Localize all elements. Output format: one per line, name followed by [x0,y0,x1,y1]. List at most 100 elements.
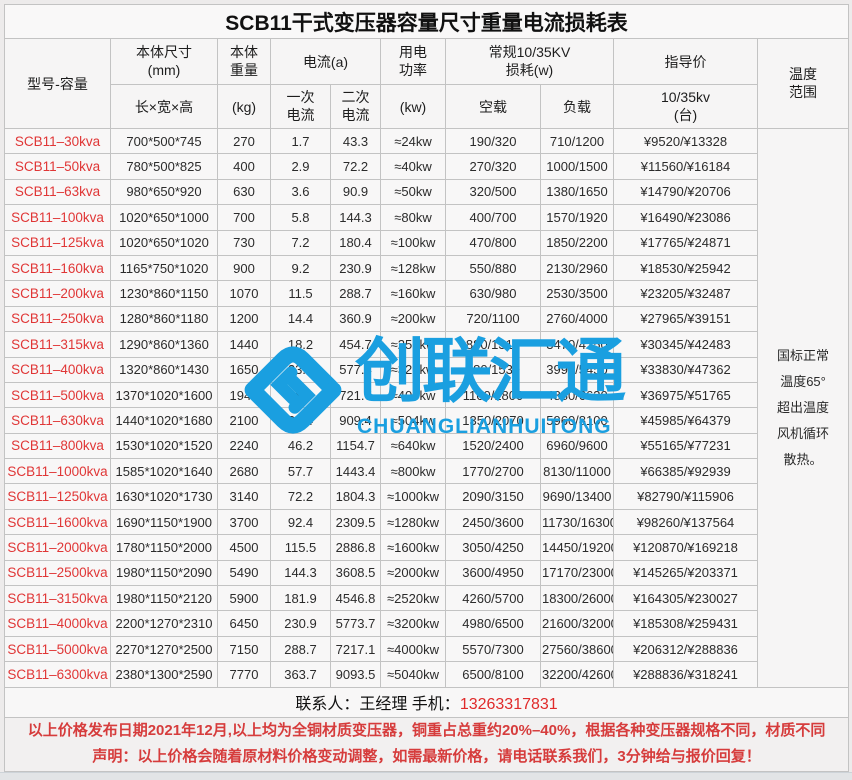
cell-i2: 2886.8 [330,534,381,561]
cell-power: ≈2000kw [380,559,446,587]
cell-price: ¥145265/¥203371 [613,559,758,587]
cell-load: 17170/23000 [540,559,614,587]
cell-noload: 1350/2070 [445,407,541,434]
cell-load: 14450/19200 [540,534,614,561]
table-row: SCB11–400kva 1320*860*1430 1650 23.1 577.4 ≈3… [4,356,849,383]
cell-load: 2760/4000 [540,305,614,333]
col-header-dimensions: 本体尺寸 (mm) [110,38,218,85]
cell-noload: 4980/6500 [445,610,541,637]
cell-i1: 144.3 [270,559,331,587]
col-header-power: 用电 功率 [380,38,446,85]
cell-price: ¥98260/¥137564 [613,508,758,536]
cell-power: ≈3200kw [380,610,446,637]
cell-model: SCB11–4000kva [4,610,111,637]
cell-model: SCB11–50kva [4,153,111,180]
cell-price: ¥27965/¥39151 [613,305,758,333]
cell-load: 21600/32000 [540,610,614,637]
cell-price: ¥55165/¥77231 [613,432,758,460]
cell-i2: 5773.7 [330,610,381,637]
cell-i1: 11.5 [270,280,331,307]
cell-model: SCB11–125kva [4,229,111,256]
cell-load: 2130/2960 [540,254,614,282]
cell-noload: 5570/7300 [445,635,541,663]
cell-i2: 1443.4 [330,458,381,485]
cell-power: ≈2520kw [380,585,446,612]
cell-noload: 6500/8100 [445,661,541,688]
cell-model: SCB11–315kva [4,331,111,358]
cell-dims: 1630*1020*1730 [110,483,218,510]
cell-dims: 1530*1020*1520 [110,432,218,460]
cell-weight: 1440 [217,331,271,358]
cell-load: 1380/1650 [540,178,614,206]
cell-load: 32200/42600 [540,661,614,688]
cell-price: ¥36975/¥51765 [613,381,758,409]
cell-dims: 1585*1020*1640 [110,458,218,485]
cell-dims: 1370*1020*1600 [110,381,218,409]
cell-power: ≈800kw [380,458,446,485]
table-row: SCB11–30kva 700*500*745 270 1.7 43.3 ≈24kw 190… [4,127,850,688]
cell-weight: 2100 [217,407,271,434]
cell-dims: 1980*1150*2120 [110,585,218,612]
cell-load: 1850/2200 [540,229,614,256]
cell-noload: 720/1100 [445,305,541,333]
cell-load: 2530/3500 [540,280,614,307]
cell-weight: 400 [217,153,271,180]
cell-i2: 230.9 [330,254,381,282]
cell-weight: 270 [217,127,271,155]
cell-weight: 3700 [217,508,271,536]
cell-dims: 1230*860*1150 [110,280,218,307]
col-subheader-price-unit: 10/35kv (台) [613,84,758,129]
cell-weight: 6450 [217,610,271,637]
cell-load: 3470/4750 [540,331,614,358]
cell-i2: 288.7 [330,280,381,307]
cell-model: SCB11–2500kva [4,559,111,587]
cell-power: ≈252kw [380,331,446,358]
cell-model: SCB11–1600kva [4,508,111,536]
cell-noload: 190/320 [445,127,541,155]
cell-weight: 1070 [217,280,271,307]
temperature-note-cell: 国标正常 温度65° 超出温度 风机循环 散热。 [756,128,850,688]
cell-weight: 1940 [217,381,271,409]
cell-model: SCB11–200kva [4,280,111,307]
cell-i1: 92.4 [270,508,331,536]
cell-price: ¥120870/¥169218 [613,534,758,561]
cell-dims: 1690*1150*1900 [110,508,218,536]
col-subheader-lwh: 长×宽×高 [110,84,218,129]
cell-load: 710/1200 [540,127,614,155]
table-row: SCB11–100kva 1020*650*1000 700 5.8 144.3 ≈80k… [4,204,849,231]
col-subheader-secondary-current: 二次 电流 [330,84,381,129]
cell-power: ≈100kw [380,229,446,256]
cell-load: 4880/6630 [540,381,614,409]
cell-power: ≈1000kw [380,483,446,510]
cell-i1: 115.5 [270,534,331,561]
table-row: SCB11–800kva 1530*1020*1520 2240 46.2 1154.7… [4,432,849,460]
cell-i2: 9093.5 [330,661,381,688]
header-row-2: 长×宽×高 (kg) 一次 电流 二次 电流 (kw) 空载 负载 10/35k… [5,84,849,129]
cell-i1: 72.2 [270,483,331,510]
cell-weight: 7770 [217,661,271,688]
cell-weight: 1200 [217,305,271,333]
cell-i2: 454.7 [330,331,381,358]
cell-price: ¥14790/¥20706 [613,178,758,206]
cell-i1: 57.7 [270,458,331,485]
cell-weight: 5490 [217,559,271,587]
cell-model: SCB11–800kva [4,432,111,460]
cell-i1: 288.7 [270,635,331,663]
cell-i2: 3608.5 [330,559,381,587]
table-row: SCB11–2000kva 1780*1150*2000 4500 115.5 2886… [4,534,849,561]
cell-price: ¥16490/¥23086 [613,204,758,231]
cell-noload: 880/1310 [445,331,541,358]
cell-model: SCB11–5000kva [4,635,111,663]
header-row-1: 型号-容量 本体尺寸 (mm) 本体 重量 电流(a) 用电 功率 常规10/3… [4,38,850,129]
cell-noload: 3050/4250 [445,534,541,561]
cell-model: SCB11–6300kva [4,661,111,688]
cell-load: 3990/5450 [540,356,614,383]
col-subheader-noload: 空载 [445,84,541,129]
cell-i1: 14.4 [270,305,331,333]
cell-price: ¥18530/¥25942 [613,254,758,282]
cell-i1: 2.9 [270,153,331,180]
table-row: SCB11–200kva 1230*860*1150 1070 11.5 288.7 ≈1… [4,280,849,307]
cell-noload: 1520/2400 [445,432,541,460]
cell-i1: 28.9 [270,381,331,409]
cell-i1: 230.9 [270,610,331,637]
